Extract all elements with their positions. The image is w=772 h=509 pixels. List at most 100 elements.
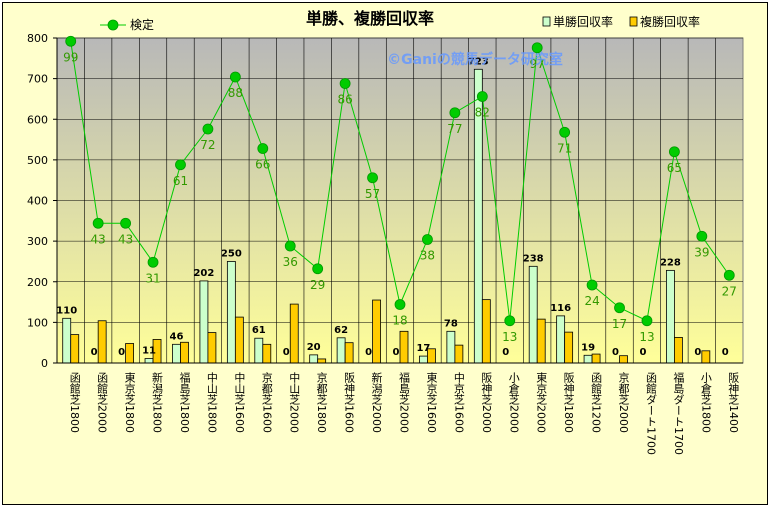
line-point bbox=[175, 159, 186, 171]
x-tick-label: 京都芝1600 bbox=[260, 371, 273, 433]
bar-data-label: 110 bbox=[56, 305, 77, 316]
bar-tansho bbox=[583, 354, 593, 364]
x-tick-label: 新潟芝2000 bbox=[370, 371, 383, 433]
bar-fukusho bbox=[317, 358, 327, 364]
line-data-label: 31 bbox=[145, 271, 160, 285]
line-data-label: 38 bbox=[420, 249, 435, 263]
line-point bbox=[312, 263, 324, 275]
bar-fukusho bbox=[207, 332, 217, 364]
line-point bbox=[257, 143, 269, 154]
line-point bbox=[723, 269, 735, 281]
line-data-label: 71 bbox=[557, 141, 572, 155]
line-data-label: 13 bbox=[639, 330, 654, 344]
y-tick-label: 700 bbox=[27, 73, 48, 86]
bar-data-label: 0 bbox=[639, 347, 646, 358]
bar-data-label: 0 bbox=[722, 347, 729, 358]
legend-label-tansho: 単勝回収率 bbox=[553, 14, 613, 29]
y-tick-label: 500 bbox=[27, 154, 48, 167]
line-point bbox=[422, 234, 433, 245]
x-tick-label: 京都芝2000 bbox=[617, 371, 630, 433]
x-tick-label: 函館ダート1700 bbox=[644, 372, 657, 455]
bar-tansho bbox=[446, 330, 456, 364]
line-point bbox=[614, 302, 625, 314]
bar-tansho bbox=[666, 269, 675, 364]
line-point bbox=[669, 146, 680, 158]
line-data-label: 18 bbox=[392, 314, 407, 328]
bar-data-label: 78 bbox=[444, 318, 458, 329]
line-data-label: 88 bbox=[228, 86, 243, 100]
line-data-label: 17 bbox=[612, 317, 627, 331]
chart-title: 単勝、複勝回収率 bbox=[306, 9, 434, 28]
bar-tansho bbox=[419, 355, 428, 364]
x-tick-label: 東京芝2000 bbox=[535, 372, 548, 433]
line-point bbox=[65, 35, 77, 47]
x-tick-label: 京都芝1800 bbox=[315, 371, 328, 433]
y-tick-label: 100 bbox=[27, 316, 48, 329]
legend-swatch-tansho bbox=[542, 16, 551, 27]
bar-fukusho bbox=[97, 320, 107, 364]
x-tick-label: 函館芝1200 bbox=[590, 372, 603, 433]
line-data-label: 65 bbox=[667, 161, 682, 175]
bar-fukusho bbox=[289, 303, 299, 364]
bar-tansho bbox=[254, 337, 264, 364]
line-point bbox=[367, 172, 378, 184]
x-tick-label: 東京芝1600 bbox=[425, 372, 438, 433]
bar-data-label: 116 bbox=[550, 303, 571, 314]
line-data-label: 13 bbox=[502, 330, 517, 344]
x-tick-label: 阪神芝2000 bbox=[480, 371, 493, 433]
bar-data-label: 0 bbox=[393, 347, 400, 358]
line-point bbox=[92, 217, 104, 229]
bar-fukusho bbox=[180, 341, 189, 364]
bar-data-label: 11 bbox=[142, 346, 156, 357]
bar-data-label: 0 bbox=[118, 347, 125, 358]
x-tick-label: 福島ダート1700 bbox=[672, 371, 685, 455]
x-tick-label: 小倉芝2000 bbox=[507, 372, 520, 433]
bar-tansho bbox=[309, 354, 319, 364]
line-point bbox=[531, 42, 543, 54]
bar-tansho bbox=[528, 265, 538, 364]
bar-tansho bbox=[199, 280, 209, 364]
line-point bbox=[696, 230, 708, 242]
bar-data-label: 46 bbox=[170, 331, 184, 342]
bar-data-label: 17 bbox=[416, 343, 430, 354]
bar-fukusho bbox=[674, 337, 683, 364]
x-tick-label: 福島芝1800 bbox=[178, 371, 191, 433]
line-data-label: 43 bbox=[91, 232, 106, 246]
line-data-label: 97 bbox=[530, 57, 545, 71]
legend-label-fukusho: 複勝回収率 bbox=[640, 14, 700, 29]
bar-data-label: 0 bbox=[694, 347, 701, 358]
line-point bbox=[202, 123, 214, 135]
bar-fukusho bbox=[125, 343, 134, 364]
line-data-label: 24 bbox=[584, 294, 599, 308]
x-tick-label: 新潟芝1800 bbox=[151, 371, 164, 433]
y-tick-label: 800 bbox=[27, 32, 48, 45]
x-tick-label: 函館芝2000 bbox=[96, 372, 109, 433]
line-point bbox=[559, 126, 571, 138]
y-tick-label: 300 bbox=[27, 235, 48, 248]
line-data-label: 43 bbox=[118, 232, 133, 246]
y-tick-label: 200 bbox=[27, 276, 48, 289]
x-tick-label: 中京芝1600 bbox=[452, 372, 465, 433]
x-tick-label: 阪神芝1600 bbox=[343, 371, 356, 433]
line-data-label: 99 bbox=[63, 50, 78, 64]
y-tick-label: 0 bbox=[41, 357, 48, 370]
legend-line-marker bbox=[107, 19, 119, 31]
bar-tansho bbox=[226, 261, 236, 364]
bar-data-label: 0 bbox=[283, 347, 290, 358]
x-tick-label: 中山芝2000 bbox=[288, 372, 301, 433]
line-data-label: 57 bbox=[365, 187, 380, 201]
x-tick-label: 阪神芝1400 bbox=[727, 371, 740, 433]
line-point bbox=[586, 279, 598, 291]
line-data-label: 82 bbox=[475, 106, 490, 120]
bar-tansho bbox=[172, 343, 181, 364]
bar-data-label: 0 bbox=[502, 347, 509, 358]
line-point bbox=[120, 217, 131, 229]
x-tick-label: 函館芝1800 bbox=[68, 372, 81, 433]
line-point bbox=[147, 256, 159, 268]
bar-data-label: 20 bbox=[307, 342, 321, 353]
line-point bbox=[641, 315, 653, 327]
bar-fukusho bbox=[454, 344, 464, 364]
line-data-label: 77 bbox=[447, 122, 462, 136]
line-data-label: 39 bbox=[694, 245, 709, 259]
bar-fukusho bbox=[564, 331, 574, 364]
